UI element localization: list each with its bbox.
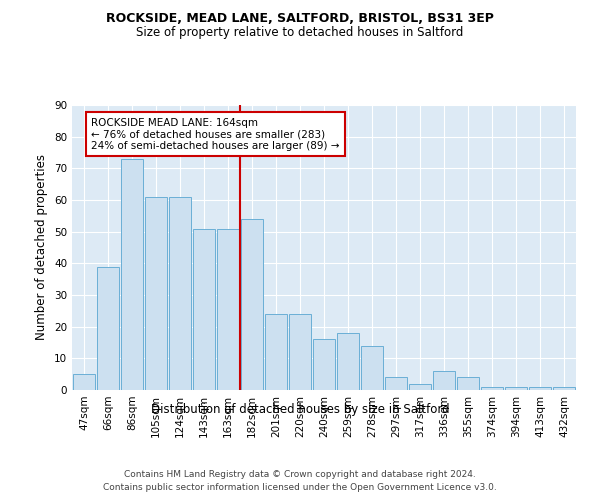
Y-axis label: Number of detached properties: Number of detached properties: [35, 154, 49, 340]
Bar: [481, 387, 503, 390]
Bar: [73, 374, 95, 390]
Bar: [193, 228, 215, 390]
Text: ROCKSIDE, MEAD LANE, SALTFORD, BRISTOL, BS31 3EP: ROCKSIDE, MEAD LANE, SALTFORD, BRISTOL, …: [106, 12, 494, 26]
Bar: [289, 314, 311, 390]
Bar: [169, 197, 191, 390]
Text: Distribution of detached houses by size in Saltford: Distribution of detached houses by size …: [151, 402, 449, 415]
Bar: [505, 387, 527, 390]
Bar: [145, 197, 167, 390]
Bar: [265, 314, 287, 390]
Bar: [121, 159, 143, 390]
Bar: [97, 266, 119, 390]
Bar: [361, 346, 383, 390]
Bar: [337, 333, 359, 390]
Text: Contains HM Land Registry data © Crown copyright and database right 2024.: Contains HM Land Registry data © Crown c…: [124, 470, 476, 479]
Bar: [241, 219, 263, 390]
Bar: [457, 378, 479, 390]
Bar: [529, 387, 551, 390]
Bar: [433, 371, 455, 390]
Bar: [217, 228, 239, 390]
Bar: [385, 378, 407, 390]
Bar: [313, 340, 335, 390]
Text: Size of property relative to detached houses in Saltford: Size of property relative to detached ho…: [136, 26, 464, 39]
Bar: [409, 384, 431, 390]
Text: Contains public sector information licensed under the Open Government Licence v3: Contains public sector information licen…: [103, 484, 497, 492]
Text: ROCKSIDE MEAD LANE: 164sqm
← 76% of detached houses are smaller (283)
24% of sem: ROCKSIDE MEAD LANE: 164sqm ← 76% of deta…: [91, 118, 340, 151]
Bar: [553, 387, 575, 390]
